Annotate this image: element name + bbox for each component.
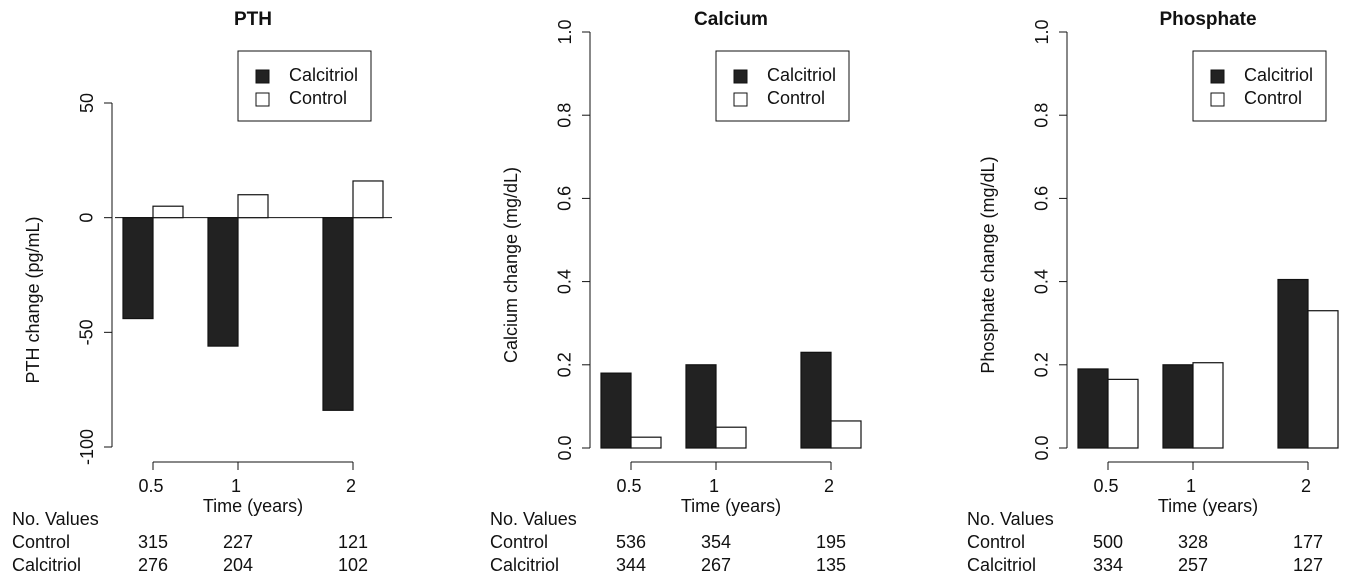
- counts-row-label: Calcitriol: [12, 555, 81, 575]
- legend-swatch: [733, 92, 748, 107]
- bar: [122, 217, 154, 320]
- y-tick-label: 50: [77, 93, 97, 113]
- count-value: 267: [701, 555, 731, 575]
- legend-label: Calcitriol: [289, 65, 358, 85]
- count-value: 257: [1178, 555, 1208, 575]
- legend-box: [1192, 50, 1327, 122]
- count-value: 135: [816, 555, 846, 575]
- count-value: 204: [223, 555, 253, 575]
- bar: [1107, 378, 1139, 449]
- count-value: 276: [138, 555, 168, 575]
- legend-box: [237, 50, 372, 122]
- legend-box: [715, 50, 850, 122]
- counts-row-label: Control: [967, 532, 1025, 552]
- y-tick-label: 1.0: [555, 19, 575, 44]
- y-axis-label: PTH change (pg/mL): [23, 216, 43, 383]
- legend-swatch: [733, 69, 748, 84]
- y-tick-label: 0.0: [1032, 435, 1052, 460]
- y-tick-label: 0.2: [555, 352, 575, 377]
- y-tick-label: 0.2: [1032, 352, 1052, 377]
- x-tick-label: 1: [231, 476, 241, 496]
- y-tick-label: 0.6: [555, 186, 575, 211]
- y-tick-label: 0: [77, 213, 97, 223]
- x-tick-label: 0.5: [1093, 476, 1118, 496]
- chart-title: Phosphate: [1159, 9, 1256, 30]
- bar: [830, 420, 862, 449]
- count-value: 536: [616, 532, 646, 552]
- counts-row-label: Calcitriol: [967, 555, 1036, 575]
- counts-row-label: Control: [490, 532, 548, 552]
- bar: [685, 364, 717, 449]
- x-axis-label: Time (years): [1158, 496, 1258, 516]
- x-tick-label: 0.5: [138, 476, 163, 496]
- chart-title: PTH: [234, 9, 272, 30]
- x-tick-label: 1: [709, 476, 719, 496]
- legend-swatch: [1210, 92, 1225, 107]
- y-tick-label: 0.4: [555, 269, 575, 294]
- count-value: 177: [1293, 532, 1323, 552]
- bar: [800, 351, 832, 449]
- count-value: 121: [338, 532, 368, 552]
- x-tick-label: 2: [346, 476, 356, 496]
- counts-row-label: Control: [12, 532, 70, 552]
- x-tick-label: 2: [1301, 476, 1311, 496]
- counts-title: No. Values: [490, 509, 577, 529]
- count-value: 500: [1093, 532, 1123, 552]
- y-tick-label: 0.6: [1032, 186, 1052, 211]
- x-tick-label: 2: [824, 476, 834, 496]
- y-tick-label: 1.0: [1032, 19, 1052, 44]
- y-tick-label: -50: [77, 319, 97, 345]
- bar: [600, 372, 632, 449]
- bar: [352, 180, 384, 219]
- legend-label: Calcitriol: [1244, 65, 1313, 85]
- legend-swatch: [255, 69, 270, 84]
- bar: [1192, 362, 1224, 449]
- count-value: 127: [1293, 555, 1323, 575]
- y-tick-label: -100: [77, 429, 97, 465]
- bar: [152, 205, 184, 219]
- legend-swatch: [1210, 69, 1225, 84]
- x-axis-label: Time (years): [681, 496, 781, 516]
- legend-label: Calcitriol: [767, 65, 836, 85]
- count-value: 227: [223, 532, 253, 552]
- y-tick-label: 0.8: [555, 103, 575, 128]
- counts-row-label: Calcitriol: [490, 555, 559, 575]
- count-value: 328: [1178, 532, 1208, 552]
- bar: [630, 436, 662, 449]
- count-value: 354: [701, 532, 731, 552]
- legend-label: Control: [767, 88, 825, 108]
- count-value: 315: [138, 532, 168, 552]
- counts-title: No. Values: [967, 509, 1054, 529]
- count-value: 195: [816, 532, 846, 552]
- bar: [1307, 310, 1339, 449]
- count-value: 344: [616, 555, 646, 575]
- bar: [1277, 278, 1309, 449]
- y-axis-label: Calcium change (mg/dL): [501, 167, 521, 363]
- chart-title: Calcium: [694, 9, 768, 30]
- bar: [237, 194, 269, 219]
- legend-label: Control: [1244, 88, 1302, 108]
- counts-title: No. Values: [12, 509, 99, 529]
- y-tick-label: 0.0: [555, 435, 575, 460]
- legend-swatch: [255, 92, 270, 107]
- y-tick-label: 0.8: [1032, 103, 1052, 128]
- bar: [715, 426, 747, 449]
- x-axis-label: Time (years): [203, 496, 303, 516]
- y-tick-label: 0.4: [1032, 269, 1052, 294]
- bar: [1077, 368, 1109, 449]
- y-axis-label: Phosphate change (mg/dL): [978, 156, 998, 373]
- count-value: 334: [1093, 555, 1123, 575]
- legend-label: Control: [289, 88, 347, 108]
- x-tick-label: 1: [1186, 476, 1196, 496]
- count-value: 102: [338, 555, 368, 575]
- bar: [207, 217, 239, 347]
- x-tick-label: 0.5: [616, 476, 641, 496]
- bar: [322, 217, 354, 411]
- bar: [1162, 364, 1194, 449]
